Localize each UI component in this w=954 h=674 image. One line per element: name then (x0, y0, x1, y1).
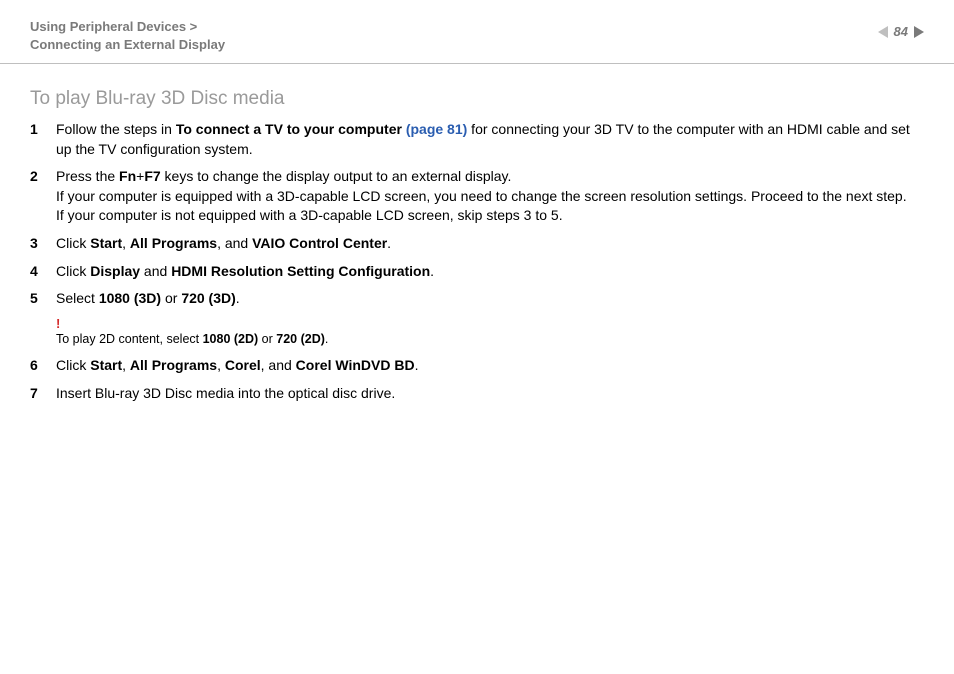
section-title: To play Blu-ray 3D Disc media (30, 88, 924, 110)
page-link[interactable]: (page 81) (406, 121, 467, 137)
text: . (387, 235, 391, 251)
step-number: 4 (30, 262, 56, 282)
text: , (122, 357, 130, 373)
bold-text: F7 (144, 168, 160, 184)
note-text: To play 2D content, select 1080 (2D) or … (56, 331, 924, 349)
step-item: 5Select 1080 (3D) or 720 (3D). (30, 289, 924, 309)
document-page: Using Peripheral Devices > Connecting an… (0, 0, 954, 674)
text: , and (261, 357, 296, 373)
step-number: 2 (30, 167, 56, 187)
step-body: Press the Fn+F7 keys to change the displ… (56, 167, 924, 226)
text: If your computer is not equipped with a … (56, 207, 563, 223)
text: . (415, 357, 419, 373)
bold-text: 720 (3D) (181, 290, 235, 306)
text: Click (56, 357, 90, 373)
steps-list: 1Follow the steps in To connect a TV to … (30, 120, 924, 309)
page-number: 84 (894, 24, 908, 39)
breadcrumb-line-1: Using Peripheral Devices > (30, 18, 225, 36)
step-item: 2Press the Fn+F7 keys to change the disp… (30, 167, 924, 226)
bold-text: Display (90, 263, 140, 279)
bold-text: 1080 (2D) (203, 332, 259, 346)
breadcrumb: Using Peripheral Devices > Connecting an… (30, 18, 225, 53)
text: Follow the steps in (56, 121, 176, 137)
page-header: Using Peripheral Devices > Connecting an… (0, 0, 954, 64)
step-item: 4Click Display and HDMI Resolution Setti… (30, 262, 924, 282)
step-body: Insert Blu-ray 3D Disc media into the op… (56, 384, 924, 404)
bold-text: Start (90, 235, 122, 251)
text: Press the (56, 168, 119, 184)
page-nav: 84 (878, 24, 924, 39)
text: , and (217, 235, 252, 251)
text: . (430, 263, 434, 279)
step-body: Click Start, All Programs, Corel, and Co… (56, 356, 924, 376)
bold-text: 1080 (3D) (99, 290, 161, 306)
step-number: 1 (30, 120, 56, 140)
bold-text: All Programs (130, 357, 217, 373)
text: To play 2D content, select (56, 332, 203, 346)
step-item: 7Insert Blu-ray 3D Disc media into the o… (30, 384, 924, 404)
steps-list-continued: 6Click Start, All Programs, Corel, and C… (30, 356, 924, 403)
text: , (217, 357, 225, 373)
bold-text: Start (90, 357, 122, 373)
step-body: Click Display and HDMI Resolution Settin… (56, 262, 924, 282)
text: . (325, 332, 328, 346)
text: and (140, 263, 171, 279)
step-number: 3 (30, 234, 56, 254)
text: , (122, 235, 130, 251)
step-item: 3Click Start, All Programs, and VAIO Con… (30, 234, 924, 254)
step-number: 7 (30, 384, 56, 404)
bold-text: 720 (2D) (276, 332, 325, 346)
text: Click (56, 263, 90, 279)
step-item: 6Click Start, All Programs, Corel, and C… (30, 356, 924, 376)
text: Select (56, 290, 99, 306)
step-body: Select 1080 (3D) or 720 (3D). (56, 289, 924, 309)
bold-text: To connect a TV to your computer (176, 121, 402, 137)
step-number: 6 (30, 356, 56, 376)
text: keys to change the display output to an … (161, 168, 512, 184)
note-block: ! To play 2D content, select 1080 (2D) o… (56, 317, 924, 349)
nav-prev-icon[interactable] (878, 26, 888, 38)
text: Insert Blu-ray 3D Disc media into the op… (56, 385, 395, 401)
text: . (236, 290, 240, 306)
step-body: Follow the steps in To connect a TV to y… (56, 120, 924, 159)
nav-next-icon[interactable] (914, 26, 924, 38)
bold-text: VAIO Control Center (252, 235, 387, 251)
step-number: 5 (30, 289, 56, 309)
step-body: Click Start, All Programs, and VAIO Cont… (56, 234, 924, 254)
page-content: To play Blu-ray 3D Disc media 1Follow th… (0, 64, 954, 403)
bold-text: Corel (225, 357, 261, 373)
text: Click (56, 235, 90, 251)
breadcrumb-line-2: Connecting an External Display (30, 36, 225, 54)
bold-text: Corel WinDVD BD (296, 357, 415, 373)
bold-text: HDMI Resolution Setting Configuration (171, 263, 430, 279)
text: or (161, 290, 181, 306)
text: If your computer is equipped with a 3D-c… (56, 188, 907, 204)
step-item: 1Follow the steps in To connect a TV to … (30, 120, 924, 159)
bold-text: Fn (119, 168, 136, 184)
text: or (258, 332, 276, 346)
bold-text: All Programs (130, 235, 217, 251)
note-bang-icon: ! (56, 317, 924, 330)
